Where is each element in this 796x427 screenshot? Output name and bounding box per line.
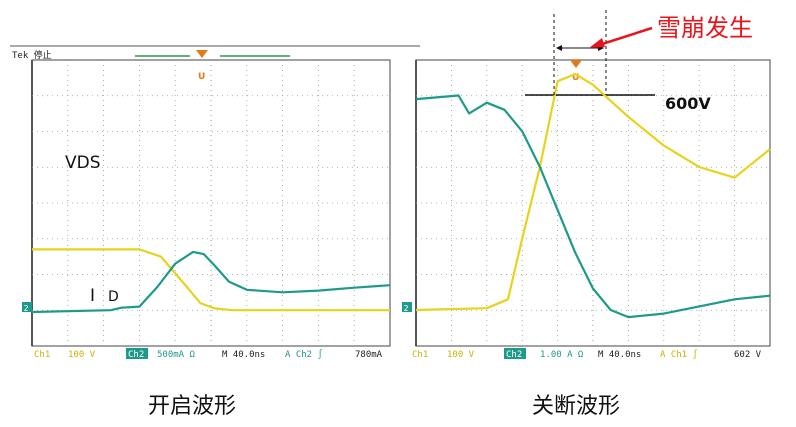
ch2-label: Ch2 <box>128 350 144 360</box>
grid <box>416 60 770 346</box>
pointer-arrow-head-icon <box>589 38 605 48</box>
trigger-level: 780mA <box>355 350 383 360</box>
id-trace <box>31 250 391 314</box>
ch1-trace <box>415 73 771 312</box>
scope-header: Tek 停止 <box>12 49 52 61</box>
turn-on-scope: Tek 停止 U 2 VDS I D Ch1 100 V Ch2 500mA Ω… <box>10 45 420 360</box>
reference-label: 600V <box>665 94 711 113</box>
turn-on-caption: 开启波形 <box>148 394 237 419</box>
svg-text:2: 2 <box>404 304 409 313</box>
ch1-label: Ch1 <box>34 350 50 360</box>
trigger-label: A Ch2 ∫ <box>285 349 323 360</box>
id-label: I <box>90 286 95 306</box>
pointer-arrow <box>595 26 653 48</box>
turn-off-caption: 关断波形 <box>532 394 621 419</box>
arrow-left-icon <box>556 45 562 51</box>
ch2-scale: 500mA Ω <box>157 350 196 360</box>
ch2-scale: 1.00 A Ω <box>540 350 584 360</box>
status-bar: Ch1 100 V Ch2 1.00 A Ω M 40.0ns A Ch1 ∫ … <box>412 348 762 360</box>
timebase: M 40.0ns <box>222 350 265 360</box>
ch1-scale: 100 V <box>68 350 96 360</box>
svg-text:U: U <box>572 73 579 83</box>
turn-off-scope: U 600V 2 Ch1 100 V Ch2 1.00 A Ω M 40.0ns… <box>402 59 771 360</box>
trigger-marker-icon <box>196 50 208 58</box>
ch2-trace <box>415 94 771 319</box>
id-label-subscript: D <box>108 289 119 305</box>
svg-text:U: U <box>198 72 205 82</box>
avalanche-annotation: 雪崩发生 <box>553 10 753 95</box>
trigger-label: A Ch1 ∫ <box>660 349 698 360</box>
status-bar: Ch1 100 V Ch2 500mA Ω M 40.0ns A Ch2 ∫ 7… <box>34 348 383 360</box>
trigger-level: 602 V <box>734 350 762 360</box>
trigger-marker-icon <box>570 60 582 68</box>
ch1-scale: 100 V <box>447 350 475 360</box>
svg-text:2: 2 <box>24 304 29 313</box>
ch1-label: Ch1 <box>412 350 428 360</box>
scope-screen <box>31 59 391 347</box>
ch2-label: Ch2 <box>506 350 522 360</box>
vds-trace <box>32 248 390 312</box>
vds-label: VDS <box>65 153 101 173</box>
avalanche-label: 雪崩发生 <box>657 14 753 42</box>
timebase: M 40.0ns <box>598 350 641 360</box>
